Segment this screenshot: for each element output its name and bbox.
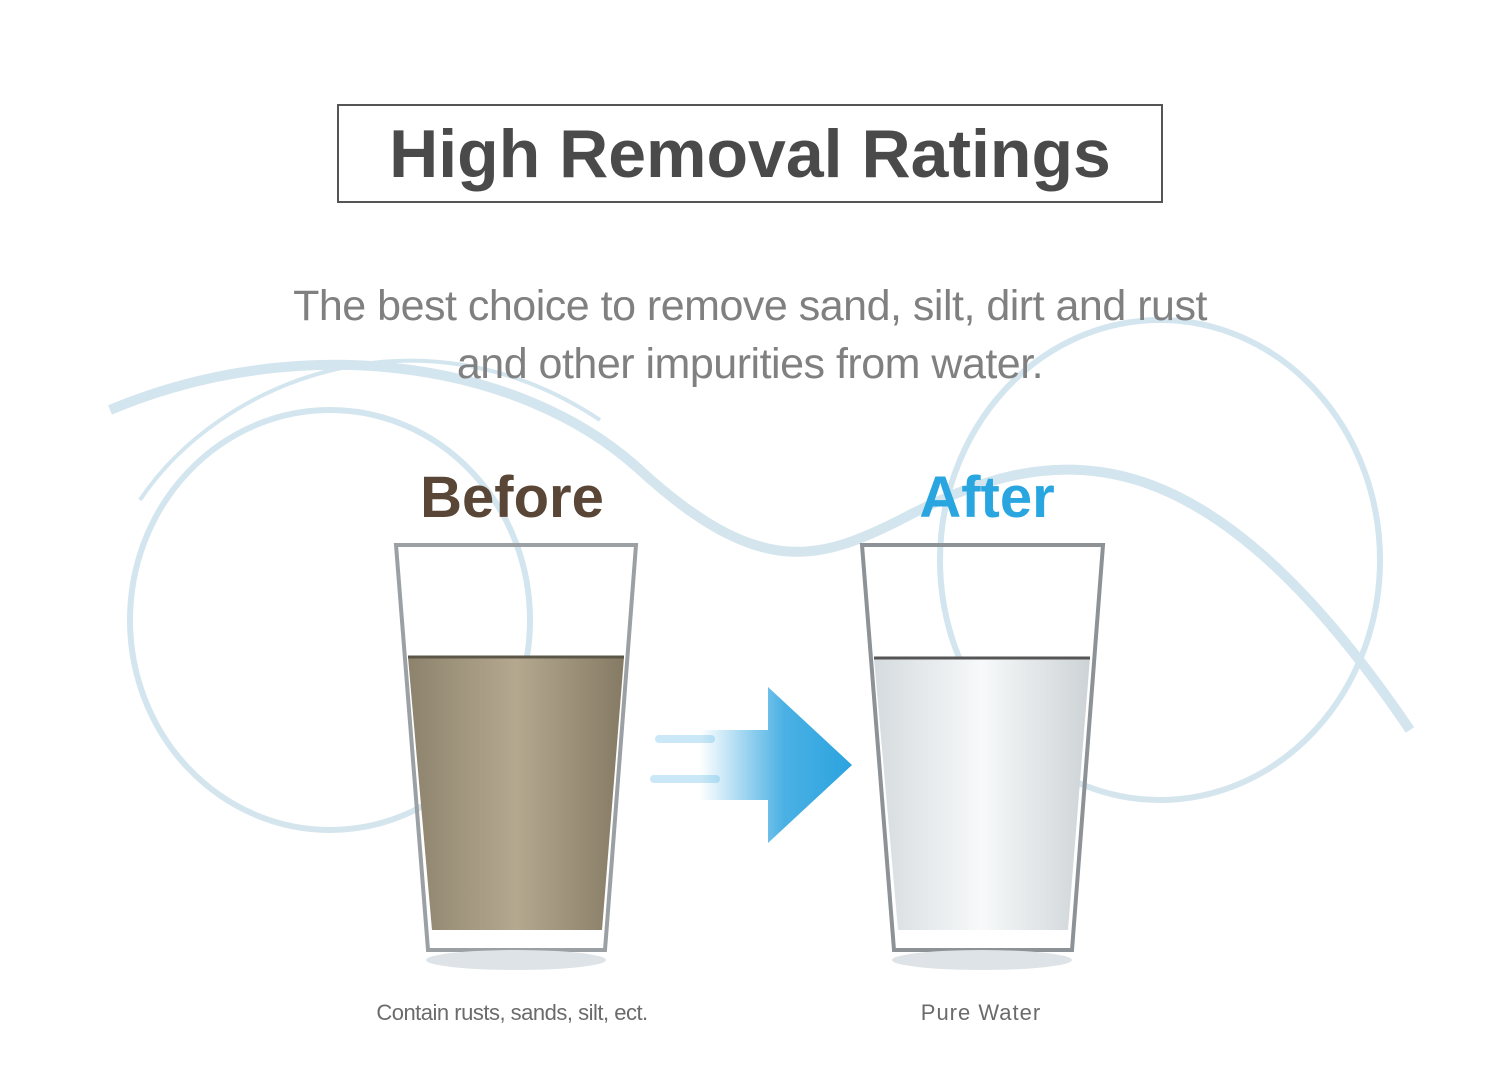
after-glass — [859, 543, 1106, 970]
subtitle-line-1: The best choice to remove sand, silt, di… — [293, 282, 1207, 330]
page-title: High Removal Ratings — [389, 115, 1111, 192]
after-caption: Pure Water — [920, 1000, 1042, 1025]
before-glass — [393, 543, 639, 970]
water-splash — [108, 317, 1415, 833]
subtitle-line-2: and other impurities from water. — [456, 340, 1044, 388]
before-caption: Contain rusts, sands, silt, ect. — [376, 1000, 648, 1025]
title-box: High Removal Ratings — [337, 104, 1163, 203]
arrow-right-icon — [650, 687, 852, 843]
after-label: After — [919, 465, 1055, 530]
before-label: Before — [420, 465, 604, 530]
